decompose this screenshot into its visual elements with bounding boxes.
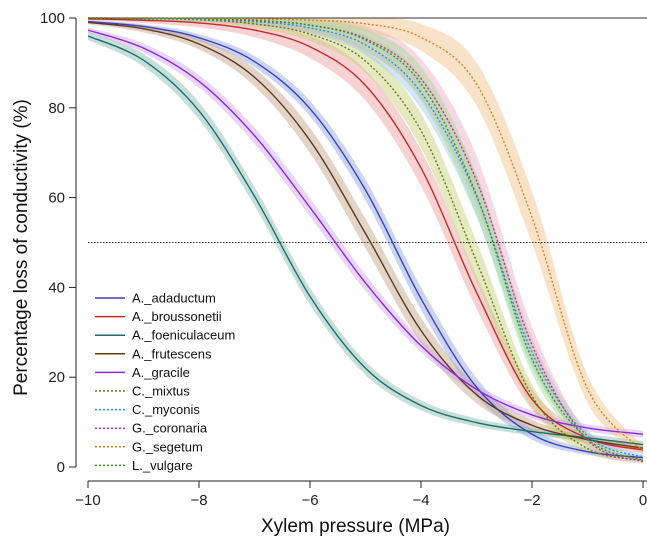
band-a-frutescens [88, 20, 643, 451]
x-axis-label: Xylem pressure (MPa) [261, 516, 450, 537]
y-tick-label: 20 [48, 369, 65, 386]
line-g-coronaria [87, 17, 644, 463]
legend-label: A._gracile [132, 365, 190, 380]
axes [69, 17, 647, 488]
legend: A._adaductum A._broussonetii A._foeniculac… [95, 291, 235, 473]
legend-label: C._mixtus [132, 384, 190, 399]
confidence-bands [88, 17, 643, 464]
tick-labels: −10 −8 −6 −4 −2 0 0 20 40 60 80 100 [40, 10, 647, 509]
y-tick-label: 60 [48, 190, 65, 207]
series-lines [87, 17, 644, 463]
line-g-segetum [87, 17, 644, 452]
line-a-adaductum [87, 20, 644, 459]
y-tick-label: 40 [48, 279, 65, 296]
x-tick-label: −10 [75, 492, 100, 509]
x-tick-label: −2 [523, 492, 540, 509]
y-axis-label: Percentage loss of conductivity (%) [11, 99, 32, 396]
legend-label: C._myconis [132, 402, 200, 417]
band-a-broussonetii [88, 17, 643, 454]
x-tick-label: −4 [412, 492, 429, 509]
line-a-foeniculaceum [87, 35, 644, 446]
y-tick-label: 100 [40, 10, 65, 27]
y-tick-label: 0 [57, 459, 65, 476]
line-l-vulgare [87, 17, 644, 461]
band-g-segetum [88, 17, 643, 456]
legend-label: G._segetum [132, 439, 203, 454]
legend-label: A._frutescens [132, 346, 212, 361]
x-tick-label: −6 [301, 492, 318, 509]
line-a-frutescens [87, 21, 644, 449]
band-a-foeniculaceum [88, 31, 643, 449]
legend-label: G._coronaria [132, 421, 208, 436]
legend-label: L._vulgare [132, 458, 193, 473]
legend-label: A._foeniculaceum [132, 328, 235, 343]
line-a-gracile [87, 29, 644, 435]
legend-label: A._adaductum [132, 291, 216, 306]
x-tick-label: −8 [190, 492, 207, 509]
x-tick-label: 0 [639, 492, 647, 509]
legend-label: A._broussonetii [132, 309, 222, 324]
y-tick-label: 80 [48, 100, 65, 117]
